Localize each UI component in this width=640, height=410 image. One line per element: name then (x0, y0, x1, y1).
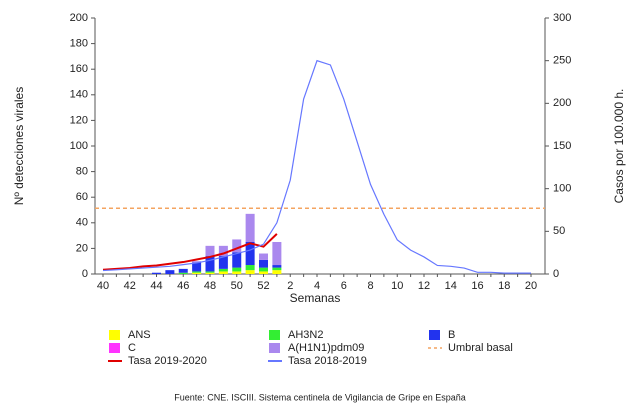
bar-segment (259, 267, 268, 272)
y-tick-label: 0 (82, 268, 88, 280)
legend-label: ANS (128, 329, 151, 341)
x-tick-label: 16 (471, 280, 483, 292)
y2-axis-label: Casos por 100.000 h. (612, 89, 626, 204)
bar-segment (272, 242, 282, 266)
bar-segment (245, 213, 255, 242)
bar-segment (192, 271, 202, 273)
legend-label: Tasa 2019-2020 (128, 355, 207, 367)
y2-tick-label: 150 (553, 140, 571, 152)
bar-segment (272, 265, 282, 268)
bar-segment (245, 270, 255, 274)
legend-swatch (269, 330, 280, 340)
y-tick-label: 120 (70, 114, 88, 126)
y2-tick-label: 0 (553, 268, 559, 280)
bar-segment (245, 265, 255, 271)
bar-segment (205, 245, 215, 257)
source-note: Fuente: CNE. ISCIII. Sistema centinela d… (174, 392, 466, 402)
x-tick-label: 42 (124, 280, 136, 292)
bar-segment (192, 272, 202, 274)
bar-segment (218, 268, 228, 272)
legend-label: B (448, 329, 455, 341)
x-tick-label: 46 (177, 280, 189, 292)
y2-tick-label: 100 (553, 183, 571, 195)
legend-swatch (109, 330, 120, 340)
bar-segment (205, 256, 215, 272)
y-tick-label: 100 (70, 140, 88, 152)
x-tick-label: 18 (498, 280, 510, 292)
bar-segment (178, 272, 188, 274)
bar-segment (259, 259, 268, 268)
legend-swatch (429, 330, 440, 340)
x-tick-label: 40 (97, 280, 109, 292)
x-tick-label: 8 (367, 280, 373, 292)
legend-label: Tasa 2018-2019 (288, 355, 367, 367)
bar-segment (192, 262, 202, 272)
legend-label: Umbral basal (448, 342, 513, 354)
bar-segment (272, 267, 282, 271)
y-tick-label: 80 (76, 166, 88, 178)
x-tick-label: 12 (418, 280, 430, 292)
x-tick-label: 10 (391, 280, 403, 292)
bar-segment (178, 268, 188, 273)
bar-segment (259, 271, 268, 274)
x-tick-label: 20 (525, 280, 537, 292)
legend-swatch (109, 343, 120, 353)
bar-segment (232, 252, 242, 268)
bar-segment (232, 271, 242, 274)
legend-label: AH3N2 (288, 329, 323, 341)
y2-tick-label: 300 (553, 12, 571, 24)
y-tick-label: 200 (70, 12, 88, 24)
x-tick-label: 2 (287, 280, 293, 292)
x-tick-label: 44 (150, 280, 162, 292)
bar-segment (192, 261, 202, 263)
bar-segment (272, 270, 282, 274)
y-tick-label: 180 (70, 38, 88, 50)
line-series (102, 59, 531, 274)
bar-segment (232, 239, 242, 253)
y-tick-label: 20 (76, 242, 88, 254)
x-tick-label: 52 (257, 280, 269, 292)
y-tick-label: 160 (70, 63, 88, 75)
bar-segment (205, 271, 215, 273)
x-tick-label: 48 (204, 280, 216, 292)
bar-segment (218, 271, 228, 274)
bar-segment (205, 272, 215, 274)
y-tick-label: 40 (76, 217, 88, 229)
x-tick-label: 14 (445, 280, 457, 292)
y2-tick-label: 200 (553, 97, 571, 109)
y-tick-label: 140 (70, 89, 88, 101)
bar-segment (232, 267, 242, 272)
y-tick-label: 60 (76, 191, 88, 203)
legend-label: A(H1N1)pdm09 (288, 342, 364, 354)
x-tick-label: 50 (231, 280, 243, 292)
bar-segment (152, 272, 161, 274)
bar-segment (165, 270, 175, 274)
y2-tick-label: 50 (553, 225, 565, 237)
bar-segment (245, 242, 255, 266)
bar-segment (218, 256, 228, 269)
legend-label: C (128, 342, 136, 354)
x-tick-label: 4 (314, 280, 320, 292)
line-series (102, 233, 278, 271)
y-axis-label: Nº detecciones virales (12, 87, 26, 205)
x-axis-label: Semanas (290, 291, 341, 305)
legend-swatch (269, 343, 280, 353)
bar-segment (218, 245, 228, 257)
y2-tick-label: 250 (553, 55, 571, 67)
x-tick-label: 6 (341, 280, 347, 292)
bar-segment (259, 253, 268, 260)
